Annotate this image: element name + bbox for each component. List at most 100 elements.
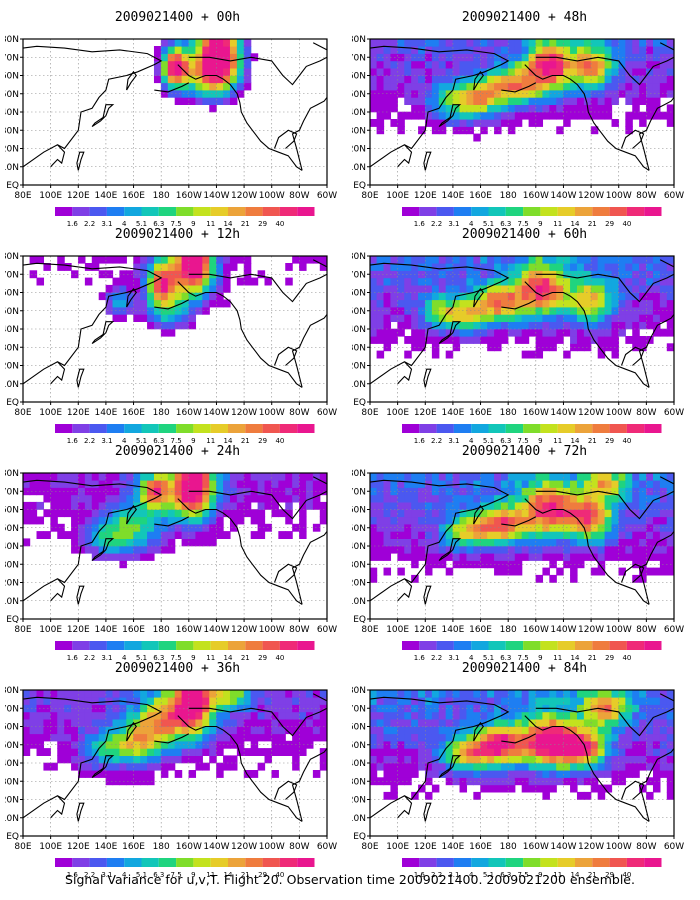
lon-tick-label: 160W (176, 408, 202, 418)
colorbar-label: 4 (122, 220, 127, 228)
lon-tick-label: 180 (500, 842, 517, 852)
lat-tick-label: 40N (352, 542, 366, 552)
lon-tick-label: 140W (550, 191, 576, 201)
colorbar-swatch (523, 858, 541, 867)
panel-00h: 2009021400 + 00h 80N 70N 60N 50N 40N 30N 20N 10… (5, 10, 350, 232)
lon-tick-label: 100W (259, 408, 285, 418)
lon-tick-label: 120E (67, 408, 90, 418)
lon-tick-label: 80E (14, 625, 31, 635)
lon-tick-label: 160W (176, 191, 202, 201)
gridlines (370, 39, 674, 185)
lon-tick-label: 120E (414, 408, 437, 418)
colorbar-swatch (297, 207, 315, 216)
lon-tick-label: 120E (414, 842, 437, 852)
lon-tick-label: 100W (606, 191, 632, 201)
panel-title: 2009021400 + 36h (114, 661, 241, 676)
colorbar-swatch (262, 641, 280, 650)
colorbar-label: 4 (469, 654, 474, 662)
lon-tick-label: 100W (606, 408, 632, 418)
colorbar-swatch (106, 641, 125, 650)
lat-tick-label: 40N (5, 759, 19, 769)
lon-tick-label: 160E (469, 625, 492, 635)
colorbar-swatch (210, 424, 228, 433)
lat-tick-label: 20N (352, 362, 366, 372)
lat-tick-label: 30N (352, 560, 366, 570)
colorbar-swatch (609, 424, 627, 433)
colorbar-swatch (245, 858, 263, 867)
colorbar-swatch (55, 207, 73, 216)
colorbar-swatch (592, 858, 610, 867)
lon-tick-label: 160E (469, 408, 492, 418)
panel-title: 2009021400 + 84h (461, 661, 588, 676)
lon-tick-label: 60W (664, 842, 684, 852)
colorbar-label: 7.5 (171, 871, 182, 879)
figure-caption: Signal Variance for u,v,T. Flight 20. Ob… (65, 872, 635, 887)
colorbar-swatch (402, 207, 420, 216)
lon-tick-label: 140E (441, 842, 464, 852)
colorbar-swatch (626, 424, 645, 433)
lon-tick-label: 80E (361, 625, 378, 635)
lat-tick-label: 50N (352, 741, 366, 751)
lon-tick-label: 160E (122, 191, 145, 201)
colorbar-swatch (523, 641, 541, 650)
colorbar-swatch (592, 207, 610, 216)
lon-tick-label: 80W (289, 191, 309, 201)
colorbar-label: 29 (605, 437, 614, 445)
colorbar-swatch (176, 641, 194, 650)
colorbar-label: 11 (206, 437, 215, 445)
lat-tick-label: 80N (5, 252, 19, 262)
lon-tick-label: 180 (500, 625, 517, 635)
lon-tick-label: 80E (361, 191, 378, 201)
lat-tick-label: 60N (352, 506, 366, 516)
colorbar-label: 7.5 (518, 654, 529, 662)
colorbar-swatch (575, 207, 593, 216)
lat-tick-label: 30N (352, 777, 366, 787)
lat-tick-label: 70N (352, 704, 366, 714)
colorbar-label: 40 (275, 654, 284, 662)
lat-tick-label: 30N (5, 126, 19, 136)
colorbar-swatch (228, 641, 246, 650)
colorbar-swatch (106, 858, 125, 867)
colorbar-label: 29 (258, 220, 267, 228)
colorbar: 1.6 2.2 3.1 4 5.1 6.3 7.5 9 11 14 21 29 40 (5, 858, 350, 880)
colorbar-swatch (158, 641, 177, 650)
lon-tick-label: 100E (39, 625, 62, 635)
colorbar-swatch (106, 207, 125, 216)
colorbar-label: 29 (605, 654, 614, 662)
lon-tick-label: 180 (500, 191, 517, 201)
colorbar-swatch (55, 858, 73, 867)
colorbar-swatch (626, 858, 645, 867)
colorbar-swatch (540, 641, 558, 650)
lon-tick-label: 80E (14, 191, 31, 201)
colorbar-swatch (575, 641, 593, 650)
lon-tick-label: 140E (94, 191, 117, 201)
lon-tick-label: 140E (94, 408, 117, 418)
colorbar-label: 9 (538, 220, 542, 228)
lat-tick-label: 30N (352, 343, 366, 353)
colorbar-swatch (471, 207, 489, 216)
lon-tick-label: 140E (441, 408, 464, 418)
lat-tick-label: 30N (352, 126, 366, 136)
colorbar-label: 3.1 (448, 871, 459, 879)
colorbar-swatch (72, 207, 90, 216)
colorbar-swatch (89, 207, 107, 216)
lat-tick-label: 20N (5, 362, 19, 372)
colorbar-swatch (609, 858, 627, 867)
colorbar-label: 14 (571, 220, 580, 228)
colorbar-swatch (626, 207, 645, 216)
lat-tick-label: 30N (5, 777, 19, 787)
lat-tick-label: 10N (5, 163, 19, 173)
colorbar-swatch (436, 207, 454, 216)
colorbar-label: 6.3 (153, 871, 164, 879)
colorbar-swatch (141, 858, 159, 867)
coastlines (23, 39, 327, 171)
colorbar-label: 5.1 (483, 437, 494, 445)
lon-tick-label: 120W (578, 408, 604, 418)
colorbar-swatch (262, 207, 280, 216)
colorbar-label: 1.6 (67, 437, 79, 445)
colorbar-label: 4 (122, 654, 127, 662)
lon-tick-label: 140W (203, 191, 229, 201)
colorbar-label: 5.1 (136, 437, 147, 445)
lon-tick-label: 120E (67, 842, 90, 852)
